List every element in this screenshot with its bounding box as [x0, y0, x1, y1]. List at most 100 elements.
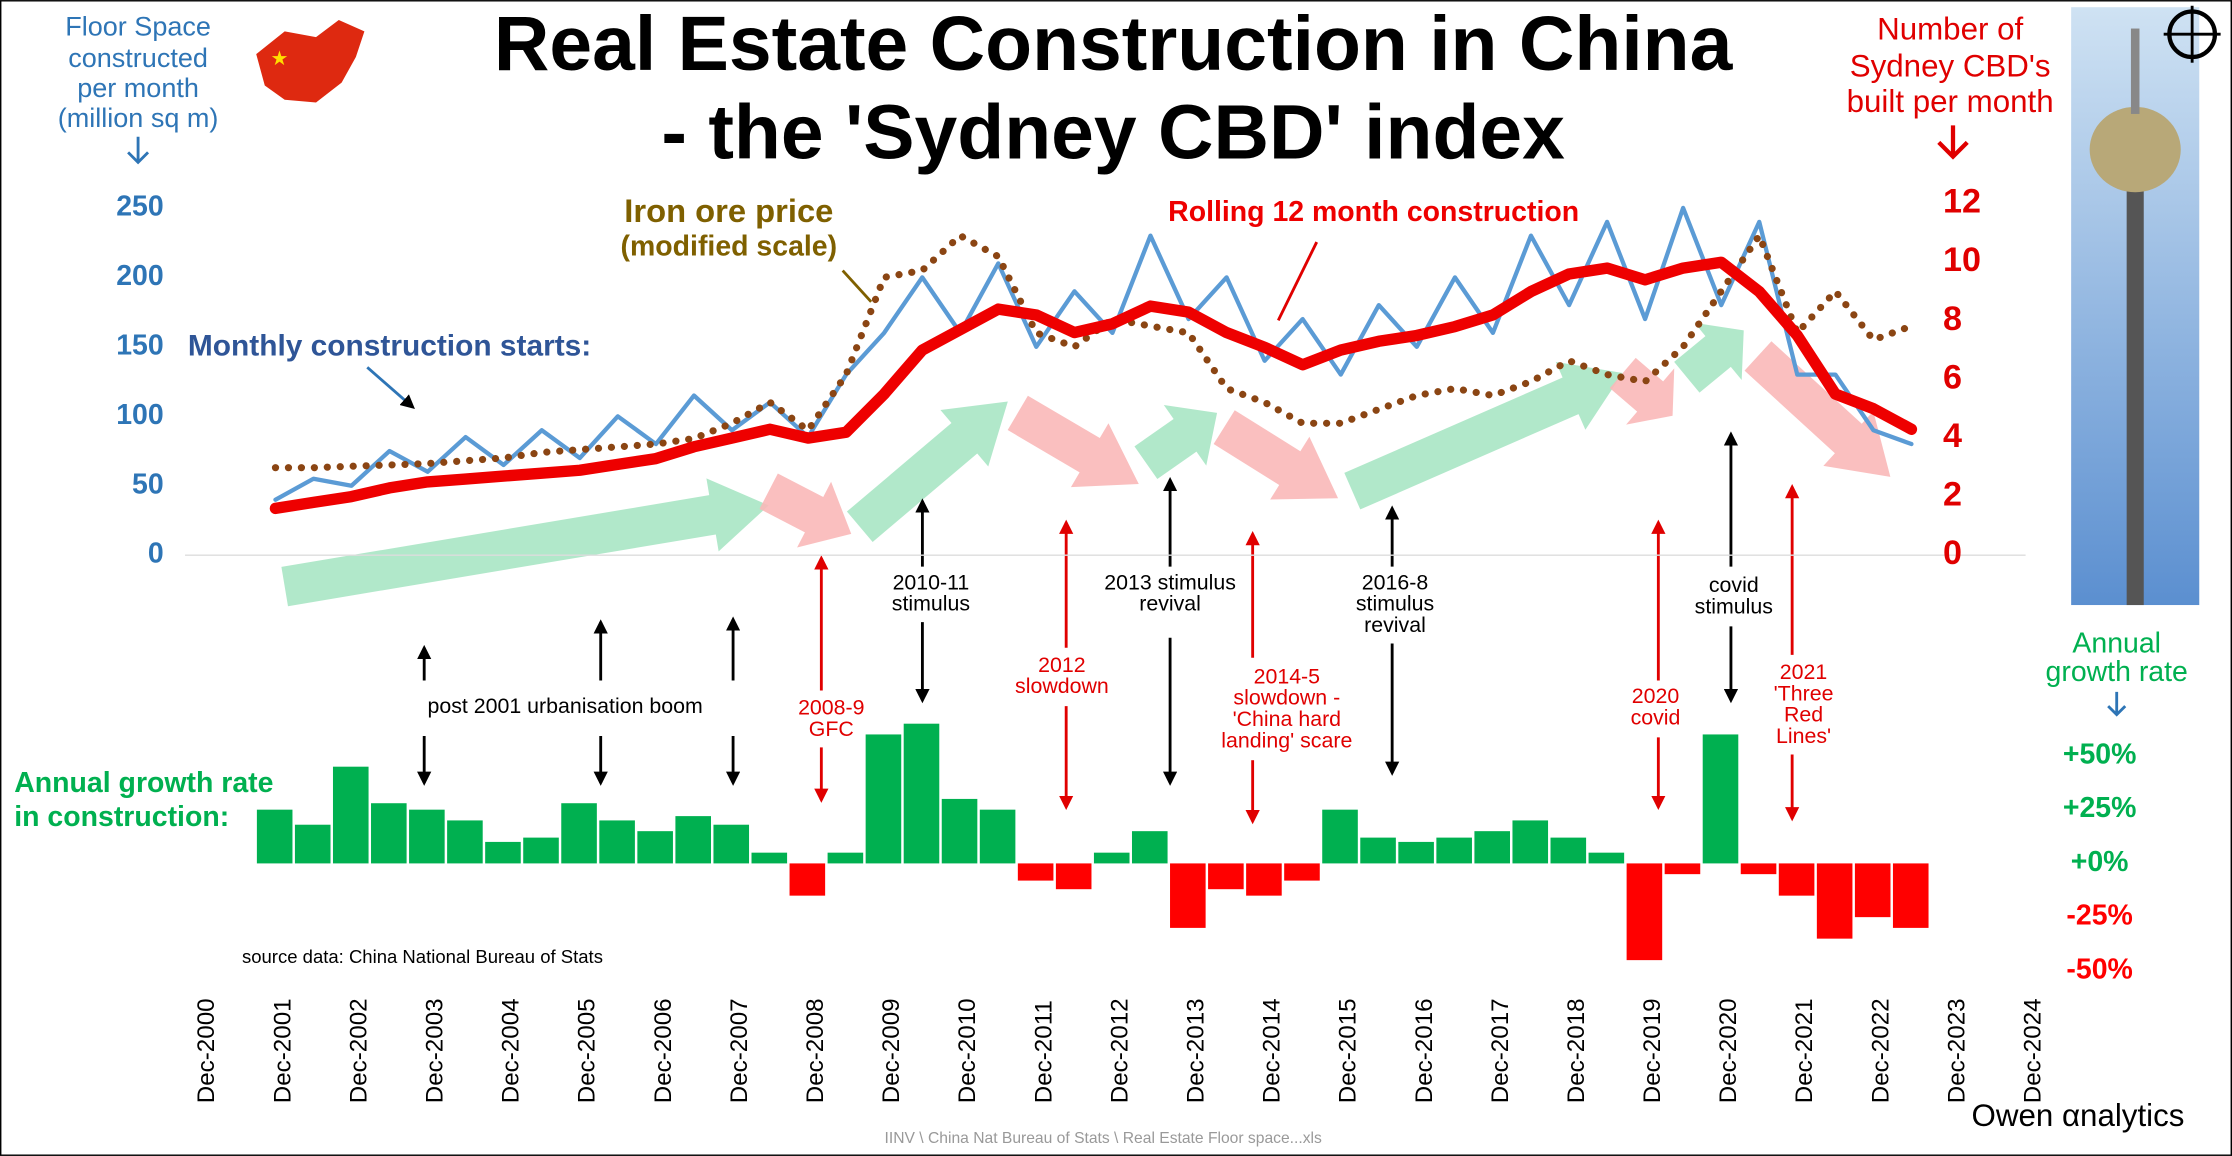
y-tick-label: 250	[116, 190, 163, 222]
annotation: revival	[1139, 592, 1201, 616]
annotation: landing' scare	[1221, 728, 1352, 752]
china-map	[256, 20, 365, 103]
trend-arrow	[1134, 404, 1218, 480]
x-tick-label: Dec-2007	[726, 998, 753, 1103]
y-tick-label: 150	[116, 329, 163, 361]
pointer	[1276, 241, 1318, 321]
bar	[409, 809, 445, 864]
y-tick-label: 100	[116, 399, 163, 431]
growth-axis-label: growth rate	[2046, 656, 2188, 688]
x-tick-label: Dec-2019	[1639, 998, 1666, 1103]
axis-arrow	[2107, 691, 2127, 717]
y2-tick-label: 6	[1943, 358, 1962, 396]
pointer	[841, 269, 873, 303]
annotation: revival	[1364, 613, 1426, 637]
x-tick-label: Dec-2012	[1106, 998, 1133, 1103]
annotation: covid	[1709, 573, 1759, 597]
bar	[1208, 863, 1244, 890]
y-tick-label: 50	[132, 468, 164, 500]
bar	[751, 852, 788, 864]
x-tick-label: Dec-2024	[2020, 998, 2047, 1103]
annotation: stimulus	[892, 592, 970, 616]
y-axis-label: per month	[77, 73, 199, 103]
annotation: stimulus	[1356, 592, 1434, 616]
series-label: Rolling 12 month construction	[1168, 196, 1579, 228]
bar	[485, 841, 521, 864]
bar	[1740, 863, 1777, 875]
x-tick-label: Dec-2000	[193, 998, 220, 1103]
x-tick-label: Dec-2021	[1791, 998, 1818, 1103]
bar	[523, 837, 559, 864]
bar	[713, 824, 750, 864]
y2-tick-label: 10	[1943, 241, 1981, 279]
annotation: 'Three	[1774, 681, 1834, 705]
bar	[865, 734, 902, 864]
trend-arrow	[1609, 357, 1675, 425]
bar	[1664, 863, 1701, 875]
bar	[599, 820, 635, 864]
x-tick-label: Dec-2008	[802, 998, 829, 1103]
bar	[332, 766, 369, 864]
x-tick-label: Dec-2005	[574, 998, 601, 1103]
trend-arrow	[1344, 361, 1623, 510]
bar	[1550, 837, 1587, 864]
x-tick-label: Dec-2010	[954, 998, 981, 1103]
trend-arrow	[1007, 395, 1139, 488]
file-path: IINV \ China Nat Bureau of Stats \ Real …	[885, 1130, 1322, 1147]
bar	[1702, 734, 1739, 864]
growth-tick-label: +50%	[2063, 738, 2137, 770]
growth-axis-label: Annual	[2072, 627, 2161, 659]
annotation: 2013 stimulus	[1104, 570, 1236, 594]
x-tick-label: Dec-2009	[878, 998, 905, 1103]
x-tick-label: Dec-2002	[345, 998, 372, 1103]
growth-tick-label: +25%	[2063, 792, 2137, 824]
y-tick-label: 200	[116, 260, 163, 292]
annotation: 2016-8	[1362, 570, 1428, 594]
trend-arrow	[1744, 341, 1891, 477]
annotation: 2020	[1632, 684, 1680, 708]
bar	[903, 723, 940, 864]
annotation: GFC	[809, 717, 854, 741]
bar	[1131, 831, 1168, 864]
annotation: Lines'	[1776, 724, 1831, 748]
annotation: 2010-11	[893, 570, 970, 594]
bar	[256, 809, 293, 864]
bar	[1322, 809, 1358, 864]
series-line	[269, 256, 1918, 515]
x-tick-label: Dec-2014	[1259, 998, 1286, 1103]
bar	[1246, 863, 1282, 896]
bar	[1436, 837, 1472, 864]
annotation: Red	[1784, 703, 1823, 727]
x-tick-label: Dec-2013	[1182, 998, 1209, 1103]
y2-axis-label: Sydney CBD's	[1850, 49, 2051, 84]
bar	[1398, 841, 1434, 864]
annotation: (modified scale)	[621, 230, 838, 262]
growth-tick-label: -25%	[2066, 900, 2132, 932]
bar	[371, 803, 407, 864]
y-axis-label: Floor Space	[65, 12, 211, 42]
bar	[675, 816, 711, 864]
annotation: 2008-9	[798, 696, 864, 720]
y2-tick-label: 4	[1943, 417, 1962, 455]
bar	[447, 820, 483, 864]
tower-spire	[2130, 28, 2140, 114]
y-axis-label: constructed	[68, 43, 208, 73]
annotation: 2021	[1780, 660, 1827, 684]
pointer-arrows	[417, 431, 1800, 825]
brand: Owen αnalytics	[1972, 1098, 2185, 1133]
bar	[561, 803, 597, 864]
growth-label: Annual growth rate	[14, 767, 273, 799]
growth-label: in construction:	[14, 801, 229, 833]
source-note: source data: China National Bureau of St…	[242, 946, 603, 967]
y2-tick-label: 0	[1943, 534, 1962, 572]
bar	[979, 809, 1016, 864]
y-axis-label: (million sq m)	[58, 103, 219, 133]
bar	[1017, 863, 1054, 881]
growth-tick-label: +0%	[2071, 846, 2129, 878]
trend-arrows	[281, 322, 1891, 607]
trend-arrow	[1213, 410, 1339, 500]
bar	[1093, 852, 1130, 864]
annotation: post 2001 urbanisation boom	[427, 694, 702, 718]
annotation: 'China hard	[1233, 707, 1342, 731]
